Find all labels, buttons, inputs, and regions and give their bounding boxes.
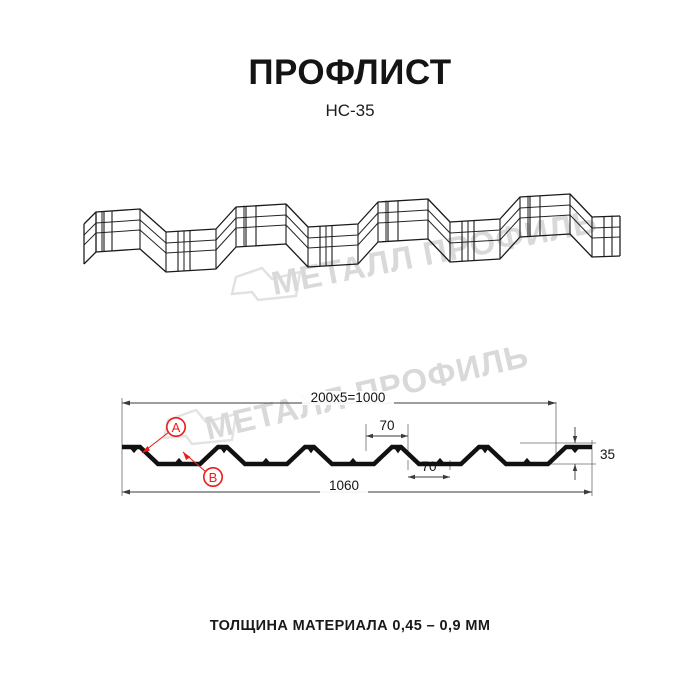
dimension-label-overall-width: 1060: [329, 478, 359, 493]
profile-stiffening-ribs: [129, 445, 580, 466]
isometric-profile-sheet: [83, 193, 621, 273]
dimension-bottom-flange: [408, 474, 450, 480]
product-code: НС-35: [325, 101, 375, 120]
dimension-label-pitch-total: 200x5=1000: [311, 390, 386, 405]
watermark-text-top: МЕТАЛЛ ПРОФИЛЬ: [268, 202, 600, 301]
callout-marker-b: B: [182, 451, 224, 487]
watermark-logo-top: [230, 266, 302, 302]
callout-marker-a: A: [141, 416, 187, 454]
profile-outline: [122, 444, 592, 467]
callout-marker-b-label: B: [209, 470, 218, 485]
page-title: ПРОФЛИСТ: [248, 53, 452, 92]
dimension-label-height: 35: [600, 447, 615, 462]
watermark-logo-middle: [162, 408, 238, 446]
callout-marker-a-label: A: [172, 420, 181, 435]
profile-cross-section: 200x5=1000 1060 70 70: [121, 390, 615, 496]
dimension-height: [572, 427, 578, 480]
dimension-label-bottom-flange: 70: [421, 459, 436, 474]
material-thickness-note: ТОЛЩИНА МАТЕРИАЛА 0,45 – 0,9 ММ: [209, 618, 491, 634]
dimension-label-top-flange: 70: [379, 418, 394, 433]
dimension-top-flange: [366, 433, 408, 439]
